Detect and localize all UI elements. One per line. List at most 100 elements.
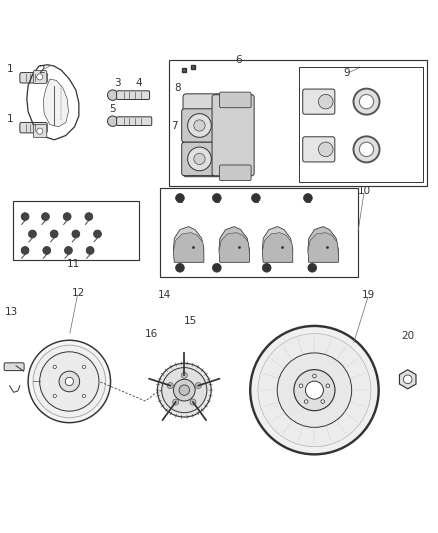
FancyBboxPatch shape	[219, 92, 251, 108]
Circle shape	[53, 394, 57, 398]
Circle shape	[72, 230, 80, 238]
Text: 6: 6	[235, 55, 242, 66]
Circle shape	[33, 345, 106, 418]
Circle shape	[63, 213, 71, 221]
FancyBboxPatch shape	[33, 70, 47, 84]
Circle shape	[59, 371, 80, 392]
Circle shape	[21, 247, 29, 254]
Circle shape	[318, 94, 333, 109]
Circle shape	[250, 326, 378, 454]
FancyBboxPatch shape	[303, 137, 335, 162]
Bar	[160, 188, 358, 277]
Circle shape	[28, 230, 36, 238]
Circle shape	[40, 352, 99, 411]
Circle shape	[353, 88, 379, 115]
Circle shape	[37, 128, 43, 134]
Circle shape	[187, 114, 211, 138]
Text: 1: 1	[7, 114, 13, 124]
FancyBboxPatch shape	[4, 363, 24, 370]
Circle shape	[277, 353, 352, 427]
Circle shape	[304, 400, 308, 403]
FancyBboxPatch shape	[183, 94, 238, 177]
Circle shape	[251, 193, 260, 203]
Text: 19: 19	[362, 290, 375, 300]
Text: 13: 13	[5, 307, 18, 317]
Circle shape	[294, 369, 335, 411]
Circle shape	[353, 136, 379, 163]
Bar	[13, 201, 139, 260]
Text: 8: 8	[174, 83, 181, 93]
Circle shape	[212, 193, 221, 203]
Polygon shape	[219, 227, 249, 262]
Circle shape	[181, 373, 187, 378]
Circle shape	[107, 90, 118, 100]
Polygon shape	[399, 370, 416, 389]
Text: 20: 20	[401, 331, 414, 341]
Text: 3: 3	[114, 78, 120, 88]
Polygon shape	[262, 233, 293, 262]
Text: 7: 7	[171, 120, 178, 131]
Circle shape	[326, 384, 330, 387]
Text: 5: 5	[110, 104, 116, 115]
FancyBboxPatch shape	[117, 91, 150, 100]
Circle shape	[157, 364, 211, 417]
Circle shape	[173, 399, 179, 405]
Circle shape	[258, 334, 371, 447]
Text: 4: 4	[135, 78, 142, 88]
Circle shape	[82, 394, 85, 398]
Polygon shape	[173, 233, 204, 262]
Circle shape	[42, 213, 49, 221]
Polygon shape	[262, 227, 293, 262]
Circle shape	[107, 116, 118, 126]
FancyBboxPatch shape	[182, 142, 219, 175]
Text: 11: 11	[67, 260, 80, 269]
Bar	[299, 67, 423, 182]
Bar	[169, 60, 427, 186]
Text: 15: 15	[184, 316, 198, 326]
Circle shape	[176, 263, 184, 272]
Circle shape	[321, 400, 325, 403]
Circle shape	[86, 247, 94, 254]
FancyBboxPatch shape	[303, 89, 335, 114]
Circle shape	[308, 263, 317, 272]
Circle shape	[262, 263, 271, 272]
Circle shape	[179, 385, 190, 395]
Circle shape	[212, 263, 221, 272]
FancyBboxPatch shape	[20, 72, 47, 83]
Polygon shape	[173, 227, 204, 262]
Text: 12: 12	[71, 287, 85, 297]
Circle shape	[195, 383, 201, 389]
FancyBboxPatch shape	[219, 165, 251, 181]
Circle shape	[359, 94, 374, 109]
FancyBboxPatch shape	[33, 125, 47, 138]
Circle shape	[176, 193, 184, 203]
Text: 9: 9	[344, 68, 350, 78]
Text: 1: 1	[7, 64, 13, 74]
Circle shape	[313, 374, 316, 378]
Circle shape	[64, 247, 72, 254]
Circle shape	[173, 379, 195, 401]
Circle shape	[43, 247, 51, 254]
Circle shape	[194, 154, 205, 165]
Circle shape	[304, 193, 312, 203]
Circle shape	[37, 74, 43, 80]
Circle shape	[359, 142, 374, 157]
Circle shape	[28, 340, 110, 423]
Text: 10: 10	[358, 185, 371, 196]
Circle shape	[162, 368, 207, 413]
Circle shape	[21, 213, 29, 221]
Polygon shape	[219, 233, 249, 262]
Text: 16: 16	[145, 329, 159, 339]
FancyBboxPatch shape	[212, 95, 254, 176]
Circle shape	[305, 381, 323, 399]
Circle shape	[50, 230, 58, 238]
Circle shape	[187, 147, 211, 171]
Circle shape	[85, 213, 93, 221]
FancyBboxPatch shape	[117, 117, 152, 125]
Circle shape	[65, 377, 74, 385]
FancyBboxPatch shape	[182, 109, 219, 142]
Circle shape	[318, 142, 333, 157]
Circle shape	[82, 365, 85, 368]
Circle shape	[167, 383, 173, 389]
FancyBboxPatch shape	[20, 123, 47, 133]
